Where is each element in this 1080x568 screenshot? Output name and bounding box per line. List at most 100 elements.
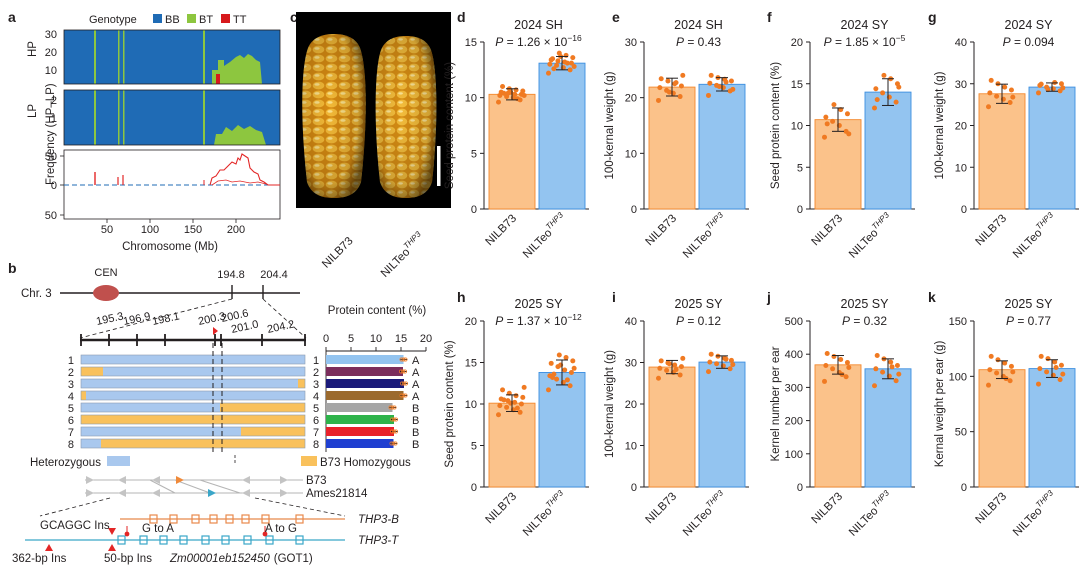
- y-axis-label: 100-kernal weight (g): [934, 71, 946, 179]
- genotype-legend-title: Genotype: [89, 14, 137, 26]
- p-value-text: = 1.85 × 10: [832, 35, 896, 49]
- protein-point: [399, 357, 404, 362]
- data-point: [501, 90, 507, 96]
- haplo-label-b73: B73: [306, 475, 326, 487]
- bar-nilteo: [538, 62, 586, 210]
- chart-g: 2024 SY P = 0.094 0 10 20 30 40 100-kernal weig…: [934, 18, 1079, 261]
- data-point: [548, 360, 554, 366]
- data-point: [501, 397, 507, 403]
- row-number-left: 7: [68, 427, 74, 439]
- data-point: [987, 367, 993, 373]
- row-number-left: 8: [68, 439, 74, 451]
- data-point: [838, 357, 844, 363]
- row-number-right: 3: [313, 379, 319, 391]
- bar-nilb73: [488, 402, 536, 488]
- y-tick-label: 10: [791, 121, 803, 133]
- data-point: [893, 378, 899, 384]
- panel-label-g: g: [928, 9, 937, 25]
- chart-title: 2024 SY: [1005, 18, 1054, 32]
- p-value: P = 0.12: [676, 314, 721, 328]
- y-tick-label: 0: [961, 204, 967, 216]
- row-group-label: B: [412, 403, 419, 415]
- data-point: [824, 351, 830, 357]
- p-value-exponent: −5: [896, 33, 906, 43]
- bar-nilteo: [864, 368, 912, 488]
- b73-variant-arrow: [176, 476, 184, 484]
- protein-point: [399, 369, 403, 374]
- bar-nilteo: [864, 91, 912, 210]
- row-group-label: A: [412, 355, 420, 367]
- data-point: [1052, 359, 1058, 365]
- haplo-b73-segment: [81, 439, 305, 448]
- data-point: [723, 79, 729, 85]
- freq-tick: 50: [45, 151, 57, 163]
- data-point: [1060, 371, 1066, 377]
- protein-point: [403, 369, 407, 374]
- data-point: [512, 91, 518, 97]
- data-point: [707, 80, 713, 86]
- y-tick-label: 0: [961, 482, 967, 494]
- legend-b73-homozygous: B73 Homozygous: [320, 457, 411, 469]
- p-symbol: P: [495, 314, 503, 328]
- data-point: [1008, 87, 1014, 93]
- data-point: [986, 382, 991, 388]
- data-point: [706, 369, 711, 375]
- row-number-left: 2: [68, 367, 74, 379]
- data-point: [514, 405, 520, 411]
- bar-nilb73: [814, 119, 862, 210]
- data-point: [664, 367, 670, 373]
- bar-nilb73: [978, 93, 1026, 210]
- row-number-left: 4: [68, 391, 74, 403]
- protein-point: [388, 405, 393, 410]
- data-point: [657, 365, 663, 371]
- protein-bar: [326, 367, 403, 376]
- category-superscript: THP3: [870, 210, 891, 231]
- chart-title: 2024 SH: [674, 18, 723, 32]
- x-category-label: NILB73: [644, 491, 680, 527]
- bar-nilteo: [1028, 86, 1076, 210]
- bar-nilteo: [698, 83, 746, 210]
- data-point: [707, 359, 713, 365]
- variant-label-gcaggc: GCAGGC Ins: [40, 520, 110, 532]
- x-category-label: NILTeoTHP3: [679, 210, 730, 261]
- chart-j: 2025 SY P = 0.32 0 100 200 300 400 500 Kernel nu…: [770, 297, 915, 539]
- data-point: [1058, 362, 1064, 368]
- data-point: [550, 56, 556, 62]
- centromere-label: CEN: [94, 267, 117, 279]
- y-tick-label: 10: [625, 441, 637, 453]
- category-superscript: THP3: [870, 488, 891, 509]
- zoom-position: 200.3: [197, 310, 226, 327]
- row-group-label: B: [412, 427, 419, 439]
- legend-b73-swatch: [301, 456, 317, 466]
- protein-tick: 0: [323, 333, 329, 345]
- data-point: [723, 356, 729, 362]
- p-symbol: P: [1003, 35, 1011, 49]
- category-name: NILTeo: [847, 505, 881, 539]
- p-value-text: = 0.43: [684, 35, 721, 49]
- lp-bt-line: [203, 90, 205, 145]
- data-point: [873, 86, 879, 92]
- x-category-label: NILB73: [484, 491, 520, 527]
- category-name: NILB73: [974, 213, 1010, 249]
- y-tick-label: 0: [471, 482, 477, 494]
- x-axis-label: Chromosome (Mb): [122, 241, 218, 253]
- protein-title: Protein content (%): [328, 305, 427, 317]
- data-point: [1010, 94, 1016, 100]
- haplo-b73-segment: [220, 403, 305, 412]
- data-point: [563, 355, 569, 361]
- data-point: [994, 370, 1000, 376]
- variant-marker-50bp: [108, 544, 116, 551]
- p-value-text: = 0.094: [1011, 35, 1055, 49]
- chart-title: 2025 SY: [515, 297, 564, 311]
- category-name: NILTeo: [521, 505, 555, 539]
- protein-point: [393, 441, 398, 446]
- haplo-b73-segment: [81, 415, 305, 424]
- data-point: [714, 361, 720, 367]
- chart-title: 2024 SH: [514, 18, 563, 32]
- data-point: [658, 76, 664, 82]
- lp-genotype-plot: LP 2 1: [27, 89, 281, 146]
- protein-tick: 15: [395, 333, 407, 345]
